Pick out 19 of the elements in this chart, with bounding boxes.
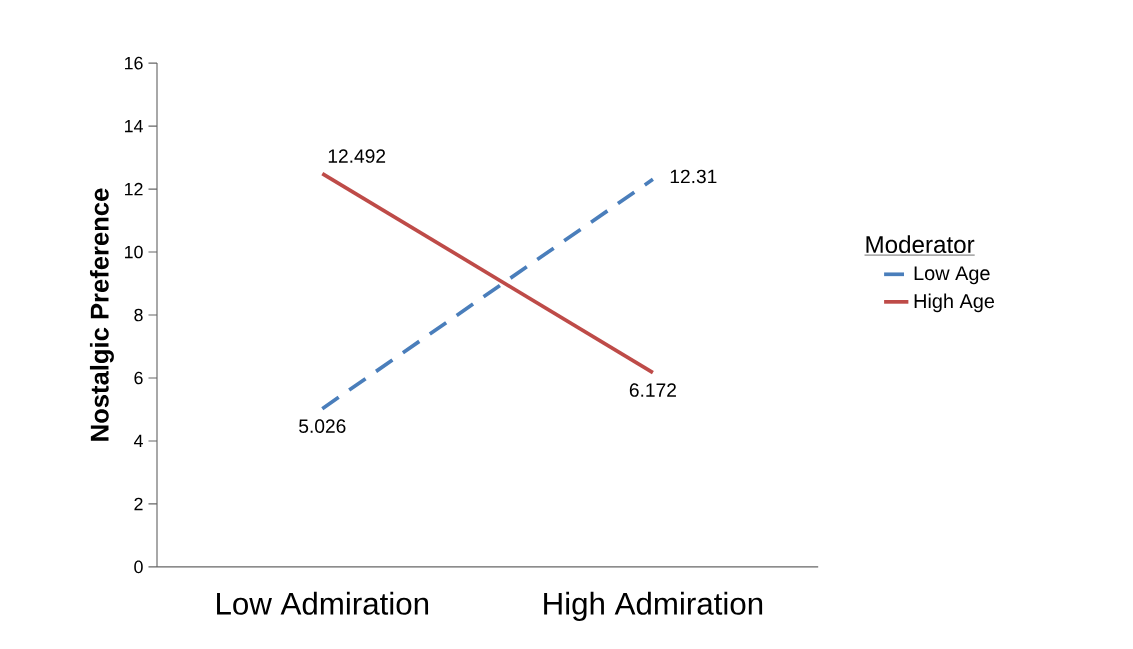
- legend-label: Low Age: [914, 266, 990, 285]
- y-tick-label: 6: [134, 371, 143, 385]
- y-tick-label: 8: [134, 308, 143, 322]
- data-label: 6.172: [629, 383, 676, 397]
- y-tick-label: 0: [134, 560, 143, 574]
- data-label: 5.026: [299, 419, 346, 433]
- legend-label: High Age: [914, 293, 995, 313]
- y-axis-title: Nostalgic Preference: [89, 188, 114, 441]
- y-tick-label: 4: [133, 434, 143, 448]
- data-label: 12.492: [328, 149, 386, 163]
- data-label: 12.31: [670, 169, 717, 184]
- y-tick-label: 14: [125, 119, 143, 133]
- y-tick-label: 16: [125, 56, 143, 70]
- x-tick-label: High Admiration: [544, 591, 763, 621]
- x-tick-label: Low Admiration: [217, 591, 429, 615]
- y-tick-label: 10: [125, 245, 143, 259]
- y-tick-label: 2: [134, 497, 143, 511]
- y-tick-label: 12: [125, 182, 143, 196]
- legend-title: Moderator: [866, 235, 975, 254]
